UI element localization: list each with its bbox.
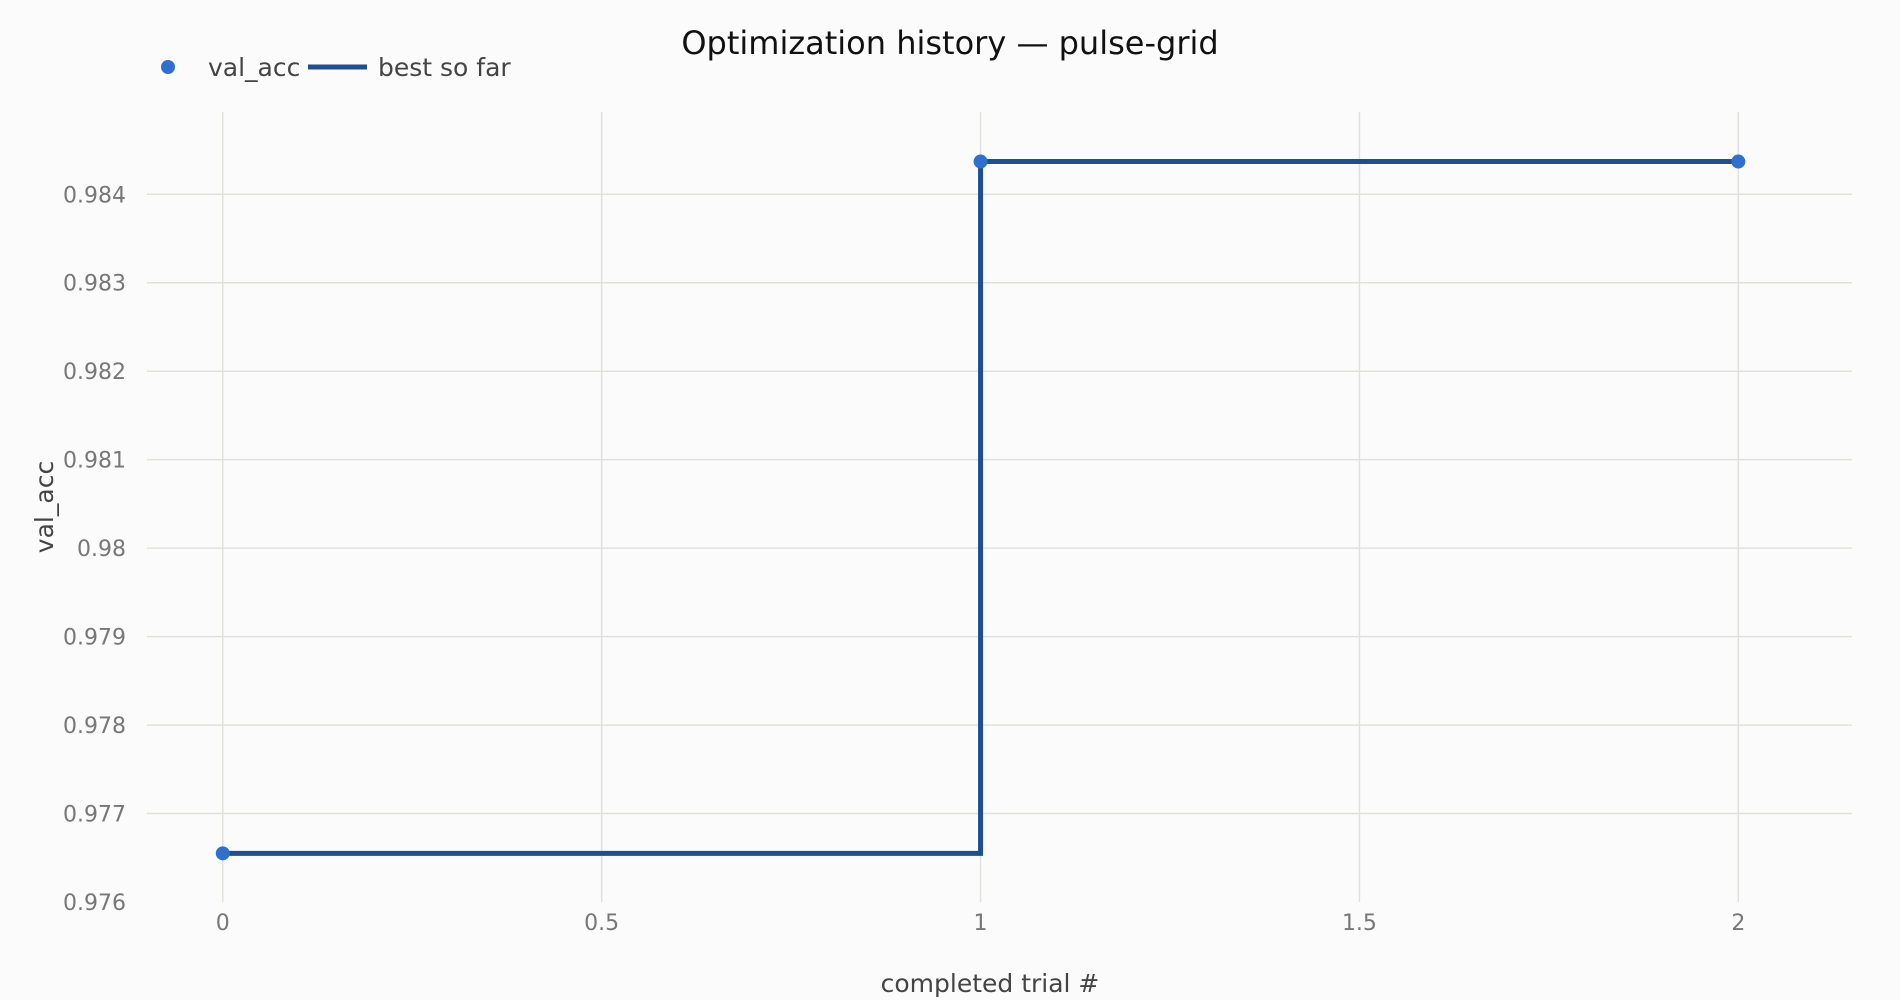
legend-label-best-so-far: best so far [378,53,511,82]
y-tick-label-6: 0.982 [63,360,126,385]
y-gridlines [147,193,1852,815]
y-tick-label-8: 0.984 [63,183,126,208]
val-acc-point-1[interactable] [973,154,988,169]
y-tick-label-1: 0.977 [63,803,126,828]
x-tick-label-1: 0.5 [584,911,619,936]
x-tick-label-2: 1 [974,911,988,936]
legend[interactable]: val_acc best so far [161,53,511,82]
y-tick-label-7: 0.983 [63,272,126,297]
chart-title: Optimization history — pulse-grid [681,24,1218,62]
legend-label-val-acc: val_acc [208,53,300,82]
best-so-far-line [222,159,1739,856]
y-tick-label-3: 0.979 [63,626,126,651]
y-axis-title: val_acc [30,461,59,553]
y-tick-label-2: 0.978 [63,714,126,739]
x-tick-labels: 0 0.5 1 1.5 2 [216,911,1746,936]
y-tick-label-5: 0.981 [63,449,126,474]
y-tick-labels: 0.976 0.977 0.978 0.979 0.98 0.981 0.982 0.983 0… [63,183,126,916]
x-tick-label-0: 0 [216,911,230,936]
y-tick-label-4: 0.98 [77,537,126,562]
x-axis-title: completed trial # [881,969,1100,998]
x-tick-label-4: 2 [1731,911,1745,936]
val-acc-point-2[interactable] [1731,154,1746,169]
legend-item-best-so-far[interactable]: best so far [308,53,511,82]
legend-marker-icon [161,60,175,74]
x-tick-label-3: 1.5 [1342,911,1377,936]
legend-item-val-acc[interactable]: val_acc [161,53,300,82]
y-tick-label-0: 0.976 [63,891,126,916]
series-layer [215,154,1746,861]
val-acc-point-0[interactable] [215,846,230,861]
